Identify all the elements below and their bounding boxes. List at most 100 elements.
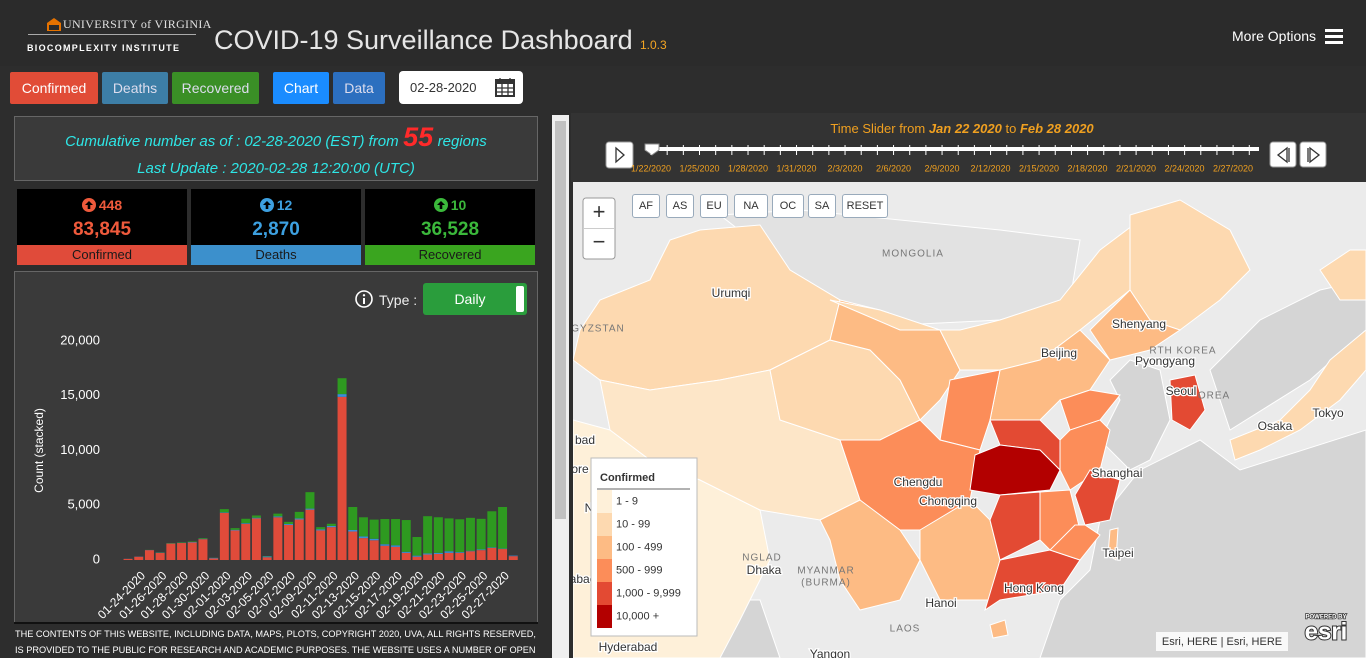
city-label: Tokyo bbox=[1312, 406, 1344, 420]
summary-box bbox=[14, 116, 538, 181]
menu-icon[interactable] bbox=[1325, 28, 1343, 44]
bar bbox=[401, 552, 411, 560]
bar bbox=[305, 509, 315, 560]
chart-button[interactable]: Chart bbox=[273, 72, 329, 104]
zoom-in[interactable]: + bbox=[593, 199, 606, 224]
stat-change: 448 bbox=[98, 197, 123, 213]
bar bbox=[391, 545, 401, 547]
place-labels: MONGOLIA Urumqi GYZSTAN Shenyang Beijing RTH … bbox=[573, 249, 1345, 658]
logo-icon bbox=[47, 18, 61, 31]
date-value: 02-28-2020 bbox=[410, 80, 477, 95]
bar bbox=[144, 550, 154, 560]
zoom-out[interactable]: − bbox=[593, 229, 606, 254]
bar bbox=[251, 517, 261, 519]
bar bbox=[177, 543, 187, 560]
up-icon bbox=[433, 198, 448, 212]
slider-label: 2/6/2020 bbox=[876, 163, 911, 173]
bar bbox=[433, 517, 443, 553]
up-icon bbox=[259, 198, 274, 212]
up-icon bbox=[81, 198, 96, 212]
slider-track[interactable] bbox=[645, 147, 1259, 151]
slider-label: 1/22/2020 bbox=[631, 163, 671, 173]
bar bbox=[166, 543, 176, 560]
type-toggle[interactable]: Daily bbox=[423, 283, 527, 315]
bar bbox=[284, 521, 294, 525]
region-button[interactable]: AF bbox=[632, 194, 660, 218]
calendar-icon[interactable] bbox=[495, 77, 515, 97]
y-tick-label: 10,000 bbox=[60, 442, 100, 457]
region-count: 55 bbox=[403, 122, 434, 152]
bar bbox=[316, 530, 326, 560]
city-label: Hyderabad bbox=[599, 640, 658, 654]
slider-label: 2/3/2020 bbox=[827, 163, 862, 173]
map[interactable]: MONGOLIA Urumqi GYZSTAN Shenyang Beijing RTH … bbox=[573, 182, 1366, 658]
date-input[interactable]: 02-28-2020 bbox=[399, 71, 523, 104]
stat-total: 36,528 bbox=[420, 219, 480, 240]
y-tick-label: 15,000 bbox=[60, 387, 100, 402]
city-label: Chongqing bbox=[919, 494, 977, 508]
bar bbox=[337, 394, 347, 397]
region-button[interactable]: EU bbox=[700, 194, 728, 218]
data-button[interactable]: Data bbox=[333, 72, 385, 104]
legend-label: 10 - 99 bbox=[616, 518, 650, 530]
region-button[interactable]: NA bbox=[734, 194, 768, 218]
bar bbox=[155, 552, 165, 560]
stat-card: 10 36,528 Recovered bbox=[365, 189, 535, 265]
bar bbox=[358, 536, 368, 539]
next-icon bbox=[1307, 146, 1321, 164]
bar bbox=[358, 538, 368, 560]
confirmed-button[interactable]: Confirmed bbox=[10, 72, 98, 104]
menu-link[interactable]: More Options bbox=[1232, 28, 1317, 44]
bar bbox=[273, 516, 283, 518]
play-button[interactable] bbox=[605, 141, 634, 169]
legend-title: Confirmed bbox=[600, 472, 655, 484]
bar bbox=[316, 529, 326, 531]
region-button[interactable]: AS bbox=[666, 194, 694, 218]
bar bbox=[284, 524, 294, 525]
city-label: Taipei bbox=[1102, 546, 1133, 560]
type-value: Daily bbox=[454, 291, 486, 307]
stat-card: 12 2,870 Deaths bbox=[191, 189, 361, 265]
bar bbox=[465, 551, 475, 560]
legend-label: 1 - 9 bbox=[616, 495, 638, 507]
prev-button[interactable] bbox=[1269, 141, 1297, 168]
region-button[interactable]: RESET bbox=[842, 194, 888, 218]
bar bbox=[487, 547, 497, 548]
country-label: NGLAD bbox=[742, 553, 781, 564]
bar bbox=[198, 539, 208, 560]
country-label: OREA bbox=[1198, 391, 1230, 402]
bar bbox=[380, 544, 390, 546]
bar bbox=[219, 512, 229, 560]
toggle-knob[interactable] bbox=[516, 286, 524, 312]
bar bbox=[369, 540, 379, 560]
region-button[interactable]: SA bbox=[808, 194, 836, 218]
scroll-thumb[interactable] bbox=[555, 121, 566, 519]
legend-label: 100 - 499 bbox=[616, 541, 662, 553]
legend-swatch bbox=[597, 513, 612, 536]
bar bbox=[348, 529, 358, 532]
stat-total: 2,870 bbox=[252, 219, 300, 240]
time-slider[interactable]: 1/22/2020 1/25/2020 1/28/2020 1/31/2020 2/3/… bbox=[571, 138, 1366, 182]
bar bbox=[262, 556, 272, 558]
slider-handle[interactable] bbox=[644, 143, 660, 156]
next-button[interactable] bbox=[1299, 141, 1327, 168]
slider-label: 1/25/2020 bbox=[679, 163, 719, 173]
slider-end: Feb 28 2020 bbox=[1019, 121, 1094, 136]
info-icon[interactable] bbox=[355, 290, 373, 308]
country-label: RTH KOREA bbox=[1149, 346, 1216, 357]
stat-total: 83,845 bbox=[72, 219, 132, 240]
bar bbox=[251, 515, 261, 518]
y-axis-label: Count (stacked) bbox=[32, 408, 46, 493]
recovered-button[interactable]: Recovered bbox=[172, 72, 259, 104]
bar bbox=[198, 538, 208, 539]
region-button[interactable]: OC bbox=[772, 194, 804, 218]
bar bbox=[508, 555, 518, 557]
bar bbox=[219, 509, 229, 513]
deaths-button[interactable]: Deaths bbox=[102, 72, 168, 104]
stat-change-row: 10 bbox=[365, 197, 535, 213]
bar bbox=[273, 513, 283, 517]
slider-label: 2/12/2020 bbox=[970, 163, 1010, 173]
y-tick-label: 20,000 bbox=[60, 332, 100, 347]
bar bbox=[358, 517, 368, 537]
